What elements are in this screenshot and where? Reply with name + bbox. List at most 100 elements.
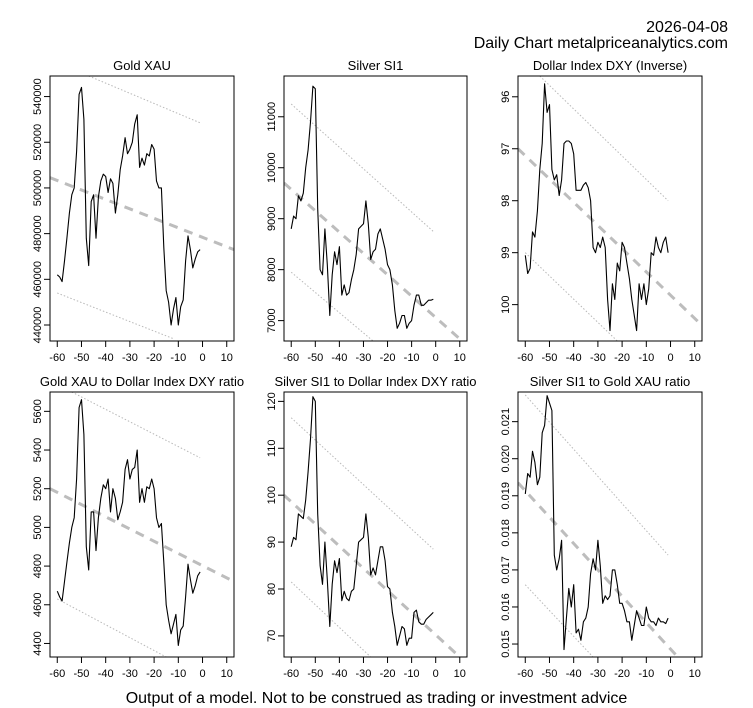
x-tick-label: -30: [122, 352, 138, 364]
plot-frame: [49, 391, 235, 658]
price-series-line: [290, 396, 434, 646]
y-tick-label: 100: [266, 486, 278, 504]
x-tick-label: 10: [221, 352, 233, 364]
x-tick-label: 10: [454, 668, 466, 680]
y-tick-label: 120: [266, 392, 278, 410]
trend-line: [518, 147, 702, 327]
x-tick-label: 10: [221, 668, 233, 680]
x-tick-label: -40: [98, 352, 114, 364]
chart-title: Gold XAU to Dollar Index DXY ratio: [40, 374, 244, 389]
x-tick-label: 0: [199, 352, 205, 364]
disclaimer-text: Output of a model. Not to be construed a…: [125, 690, 628, 707]
price-series-line: [524, 395, 669, 651]
x-tick-label: -10: [404, 668, 420, 680]
x-tick-label: -30: [590, 668, 606, 680]
chart-panel-1: Gold XAU -60 -50 -40 -30 -20 -10 0 10 440000 46000…: [32, 58, 235, 364]
upper-band-line: [290, 417, 434, 550]
x-tick-label: 10: [454, 352, 466, 364]
plot-area: [284, 396, 461, 657]
chart-title: Silver SI1 to Gold XAU ratio: [530, 374, 690, 389]
y-tick-label: 100: [500, 295, 512, 313]
x-tick-label: -10: [170, 668, 186, 680]
y-tick-label: 0.018: [500, 519, 512, 547]
x-tick-label: -30: [356, 352, 372, 364]
y-tick-label: 4600: [32, 593, 44, 617]
x-tick-label: -50: [74, 352, 90, 364]
x-tick-label: -50: [307, 668, 323, 680]
plot-frame: [517, 75, 703, 342]
chart-title: Dollar Index DXY (Inverse): [533, 58, 687, 73]
trend-line: [284, 494, 461, 657]
x-tick-label: -40: [98, 668, 114, 680]
x-tick-label: -40: [331, 352, 347, 364]
y-tick-label: 5000: [32, 515, 44, 539]
y-tick-label: 5600: [32, 399, 44, 423]
y-tick-label: 8000: [266, 257, 278, 281]
chart-panel-6: Silver SI1 to Gold XAU ratio -60 -50 -40 -30…: [500, 374, 703, 680]
y-tick-label: 80: [266, 583, 278, 595]
x-tick-label: -20: [614, 668, 630, 680]
plot-frame: [49, 75, 235, 342]
x-tick-label: -20: [146, 352, 162, 364]
x-tick-label: -20: [146, 668, 162, 680]
x-tick-label: 10: [689, 668, 701, 680]
lower-band-line: [524, 252, 618, 341]
plot-area: [518, 394, 679, 657]
x-tick-label: -60: [49, 668, 65, 680]
upper-band-line: [88, 76, 201, 124]
x-tick-label: -60: [49, 352, 65, 364]
x-tick-label: 0: [433, 352, 439, 364]
trend-line: [50, 176, 234, 252]
y-tick-label: 5200: [32, 476, 44, 500]
plot-frame: [283, 75, 468, 342]
x-tick-label: -60: [283, 668, 299, 680]
x-tick-label: -50: [542, 668, 558, 680]
y-tick-label: 0.015: [500, 630, 512, 658]
price-series-line: [56, 86, 201, 326]
x-tick-label: 0: [199, 668, 205, 680]
x-tick-label: -20: [380, 668, 396, 680]
chart-panel-2: Silver SI1 -60 -50 -40 -30 -20 -10 0 10 7000 8000 9…: [266, 58, 468, 364]
y-tick-label: 70: [266, 630, 278, 642]
y-tick-label: 0.021: [500, 408, 512, 436]
x-tick-label: -20: [380, 352, 396, 364]
y-tick-label: 98: [500, 195, 512, 207]
chart-title: Silver SI1: [348, 58, 404, 73]
x-tick-label: -10: [638, 668, 654, 680]
x-tick-label: -40: [566, 352, 582, 364]
trend-line: [50, 487, 234, 583]
trend-line: [518, 481, 679, 657]
x-tick-label: -40: [566, 668, 582, 680]
plot-frame: [283, 391, 468, 658]
x-tick-label: -30: [122, 668, 138, 680]
y-tick-label: 7000: [266, 308, 278, 332]
plot-area: [50, 392, 234, 657]
lower-band-line: [57, 598, 167, 657]
plot-area: [284, 85, 464, 341]
lower-band-line: [290, 581, 372, 657]
x-tick-label: -10: [170, 352, 186, 364]
y-tick-label: 99: [500, 247, 512, 259]
y-tick-label: 10000: [266, 152, 278, 183]
y-tick-label: 480000: [32, 215, 44, 252]
x-tick-label: 0: [667, 668, 673, 680]
x-tick-label: -20: [614, 352, 630, 364]
lower-band-line: [290, 271, 374, 341]
y-tick-label: 90: [266, 536, 278, 548]
x-tick-label: -50: [542, 352, 558, 364]
price-series-line: [290, 85, 434, 329]
x-tick-label: -60: [283, 352, 299, 364]
y-tick-label: 5400: [32, 438, 44, 462]
x-tick-label: -40: [331, 668, 347, 680]
y-tick-label: 11000: [266, 102, 278, 132]
chart-date: 2026-04-08: [646, 19, 728, 36]
y-tick-label: 96: [500, 91, 512, 103]
plot-area: [518, 76, 702, 341]
y-tick-label: 110: [266, 440, 278, 458]
chart-panel-3: Dollar Index DXY (Inverse) -60 -50 -40 -30 -2…: [500, 58, 703, 364]
x-tick-label: 0: [433, 668, 439, 680]
y-tick-label: 9000: [266, 206, 278, 230]
chart-title: Gold XAU: [113, 58, 171, 73]
y-tick-label: 520000: [32, 124, 44, 161]
